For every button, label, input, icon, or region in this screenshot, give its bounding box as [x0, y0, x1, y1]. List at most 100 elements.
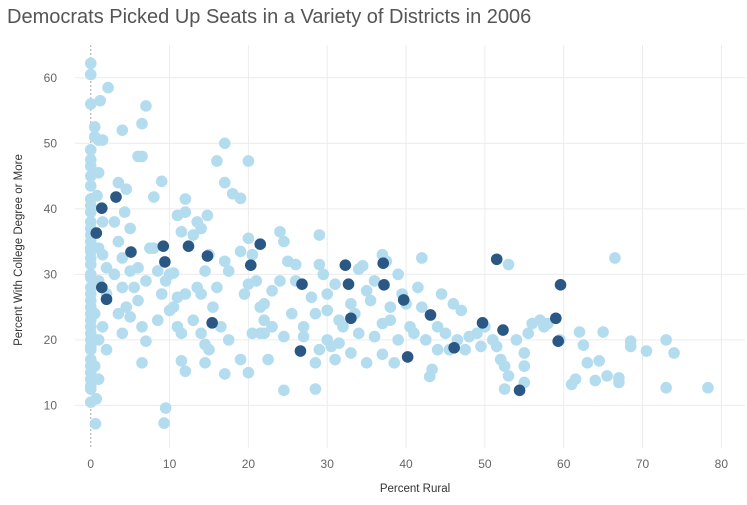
point-other-district — [234, 353, 247, 366]
point-democratic-pickup — [201, 250, 214, 262]
point-other-district — [297, 320, 310, 333]
point-other-district — [128, 281, 140, 294]
point-other-district — [416, 252, 428, 264]
point-other-district — [459, 343, 471, 356]
point-other-district — [510, 334, 523, 346]
point-other-district — [475, 340, 487, 353]
x-tick-label: 50 — [478, 457, 492, 471]
point-other-district — [207, 301, 219, 313]
point-other-district — [148, 191, 160, 203]
point-other-district — [360, 357, 373, 369]
point-other-district — [392, 334, 404, 346]
point-other-district — [136, 117, 148, 130]
point-other-district — [120, 301, 133, 313]
point-other-district — [408, 327, 420, 340]
point-democratic-pickup — [296, 278, 308, 290]
point-other-district — [84, 258, 97, 271]
point-other-district — [246, 248, 259, 261]
point-other-district — [159, 402, 172, 414]
point-democratic-pickup — [397, 294, 410, 306]
point-other-district — [431, 343, 444, 356]
point-other-district — [345, 347, 357, 359]
point-democratic-pickup — [254, 238, 267, 251]
point-other-district — [313, 343, 326, 356]
point-other-district — [577, 339, 590, 351]
point-other-district — [151, 314, 164, 327]
point-democratic-pickup — [90, 227, 103, 239]
point-democratic-pickup — [294, 345, 307, 357]
point-other-district — [116, 327, 129, 340]
point-democratic-pickup — [448, 341, 460, 354]
y-tick-label: 40 — [44, 202, 58, 216]
point-other-district — [502, 258, 515, 271]
point-other-district — [309, 383, 322, 395]
point-other-district — [624, 340, 637, 353]
point-other-district — [187, 229, 200, 241]
point-other-district — [175, 327, 188, 340]
point-democratic-pickup — [552, 335, 564, 347]
point-other-district — [471, 327, 483, 340]
point-other-district — [278, 330, 290, 343]
point-other-district — [490, 340, 503, 353]
point-other-district — [124, 311, 136, 323]
point-other-district — [211, 155, 223, 167]
point-other-district — [140, 335, 152, 347]
point-other-district — [640, 345, 653, 357]
point-other-district — [262, 353, 274, 366]
point-democratic-pickup — [345, 312, 357, 325]
point-other-district — [498, 383, 511, 395]
point-other-district — [175, 225, 188, 238]
point-other-district — [333, 337, 345, 349]
y-tick-label: 30 — [44, 267, 58, 281]
point-other-district — [96, 248, 109, 261]
point-other-district — [668, 347, 680, 359]
point-other-district — [203, 343, 215, 356]
point-other-district — [84, 144, 97, 156]
point-other-district — [254, 327, 267, 340]
point-other-district — [102, 81, 114, 94]
point-other-district — [92, 373, 105, 385]
point-other-district — [435, 288, 448, 300]
point-other-district — [329, 278, 341, 290]
point-other-district — [447, 298, 460, 310]
y-tick-label: 20 — [44, 333, 58, 347]
point-other-district — [498, 360, 511, 372]
point-other-district — [242, 155, 255, 167]
point-other-district — [89, 417, 102, 430]
point-other-district — [609, 252, 621, 264]
point-democratic-pickup — [401, 351, 414, 363]
point-democratic-pickup — [377, 257, 390, 270]
point-other-district — [581, 357, 594, 369]
point-other-district — [222, 334, 235, 346]
point-other-district — [419, 334, 432, 346]
point-democratic-pickup — [550, 312, 562, 325]
point-other-district — [211, 281, 223, 294]
point-other-district — [522, 327, 535, 340]
point-other-district — [132, 261, 144, 274]
point-other-district — [274, 225, 286, 238]
point-other-district — [199, 265, 211, 277]
point-other-district — [84, 383, 97, 395]
y-tick-label: 10 — [44, 398, 58, 412]
point-other-district — [356, 260, 369, 272]
point-other-district — [94, 94, 107, 107]
point-other-district — [597, 326, 609, 338]
x-tick-label: 80 — [715, 457, 729, 471]
point-other-district — [88, 121, 101, 133]
point-other-district — [360, 284, 373, 297]
point-other-district — [388, 357, 401, 369]
point-other-district — [84, 160, 97, 173]
point-other-district — [431, 320, 444, 333]
x-tick-label: 40 — [399, 457, 413, 471]
point-other-district — [116, 124, 129, 136]
point-other-district — [660, 381, 672, 394]
point-other-district — [392, 268, 404, 281]
point-other-district — [84, 98, 97, 110]
y-tick-label: 60 — [44, 71, 58, 85]
point-other-district — [285, 307, 298, 320]
point-other-district — [167, 267, 180, 279]
point-other-district — [218, 255, 231, 268]
point-other-district — [91, 189, 103, 202]
gridlines — [75, 45, 745, 448]
